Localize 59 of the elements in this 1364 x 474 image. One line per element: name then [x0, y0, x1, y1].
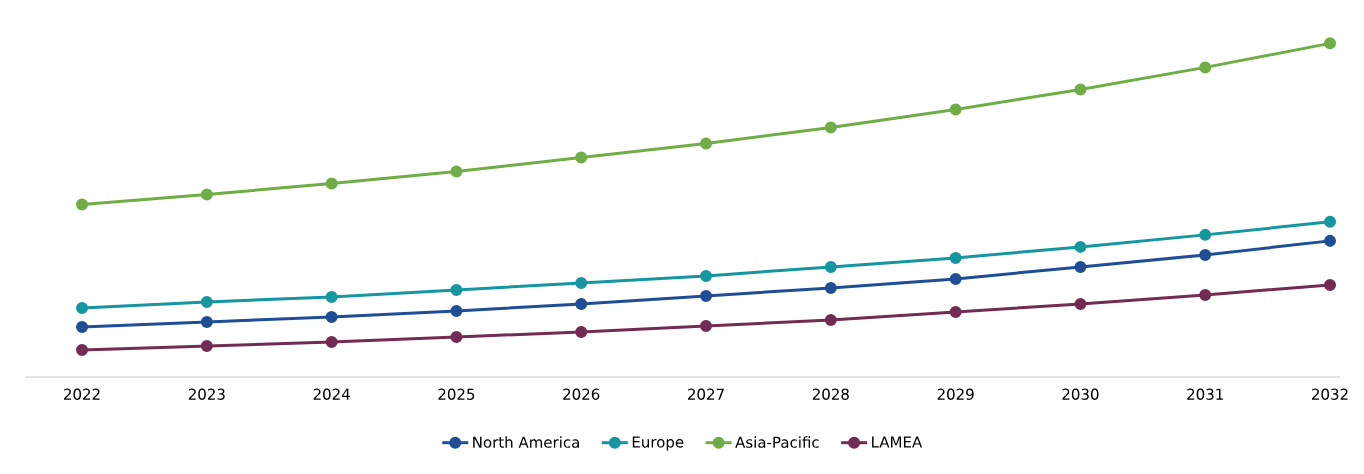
point — [450, 330, 463, 343]
point — [200, 295, 213, 308]
legend-label: LAMEA — [872, 436, 923, 448]
point — [575, 325, 588, 338]
x-tick-label: 2029 — [937, 388, 974, 400]
x-tick-label: 2030 — [1062, 388, 1099, 400]
point — [824, 313, 837, 326]
point — [824, 281, 837, 294]
point — [325, 290, 338, 303]
point — [1074, 83, 1087, 96]
point — [1324, 37, 1337, 50]
point — [1324, 278, 1337, 291]
point — [1324, 215, 1337, 228]
x-tick-label: 2025 — [438, 388, 475, 400]
point — [949, 272, 962, 285]
point — [575, 276, 588, 289]
point — [1199, 61, 1212, 74]
point — [700, 269, 713, 282]
point — [450, 283, 463, 296]
point — [824, 260, 837, 273]
point — [949, 103, 962, 116]
legend-label: North America — [473, 436, 579, 448]
point — [575, 297, 588, 310]
point — [1074, 240, 1087, 253]
point — [325, 335, 338, 348]
x-tick-label: 2032 — [1312, 388, 1348, 400]
x-tick-label: 2022 — [64, 388, 100, 400]
point — [76, 301, 89, 314]
point — [325, 177, 338, 190]
x-tick-label: 2024 — [313, 388, 350, 400]
point — [824, 121, 837, 134]
point — [76, 343, 89, 356]
point — [1199, 288, 1212, 301]
point — [1324, 234, 1337, 247]
x-tick-label: 2028 — [812, 388, 849, 400]
point — [700, 137, 713, 150]
point — [200, 188, 213, 201]
point — [450, 304, 463, 317]
point — [76, 320, 89, 333]
x-tick-label: 2026 — [563, 388, 600, 400]
x-tick-label: 2027 — [688, 388, 724, 400]
point — [1074, 297, 1087, 310]
point — [700, 319, 713, 332]
point — [700, 289, 713, 302]
legend-label: Europe — [632, 436, 684, 451]
point — [575, 151, 588, 164]
point — [1199, 248, 1212, 261]
point — [200, 339, 213, 352]
point — [949, 251, 962, 264]
point — [325, 310, 338, 323]
point — [76, 198, 89, 211]
legend-label: Asia-Pacific — [735, 436, 819, 448]
point — [1074, 260, 1087, 273]
x-tick-label: 2031 — [1187, 388, 1223, 400]
point — [949, 305, 962, 318]
point — [1199, 228, 1212, 241]
point — [200, 315, 213, 328]
x-tick-label: 2023 — [188, 388, 225, 400]
point — [450, 165, 463, 178]
